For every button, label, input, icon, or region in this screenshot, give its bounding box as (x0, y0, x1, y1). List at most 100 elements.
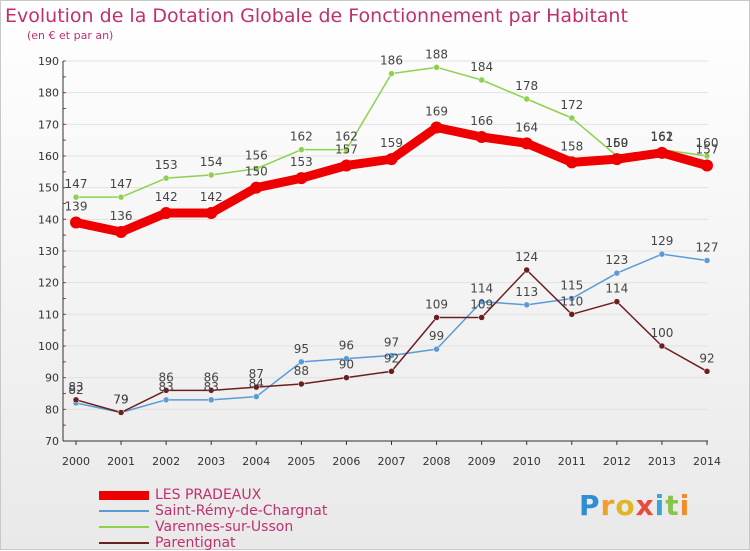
x-tick-label: 2003 (197, 455, 225, 468)
data-label: 166 (470, 114, 493, 128)
data-point (70, 216, 82, 229)
x-tick-label: 2006 (332, 455, 360, 468)
data-label: 153 (290, 155, 313, 169)
data-label: 164 (515, 120, 538, 134)
data-point (520, 137, 533, 150)
data-label: 86 (204, 370, 219, 384)
data-point (565, 156, 578, 169)
x-tick-label: 2005 (287, 455, 315, 468)
data-point (613, 269, 621, 277)
data-label: 114 (605, 282, 628, 296)
x-tick-label: 2002 (152, 455, 180, 468)
data-label: 147 (110, 177, 133, 191)
data-label: 90 (339, 358, 354, 372)
series-line (75, 66, 708, 198)
data-point (207, 396, 215, 404)
data-label: 162 (650, 130, 673, 144)
data-label: 159 (380, 136, 403, 150)
data-label: 109 (470, 298, 493, 312)
y-tick-label: 120 (38, 277, 59, 290)
data-label: 86 (159, 370, 174, 384)
data-label: 84 (249, 377, 264, 391)
data-point (117, 193, 125, 201)
y-tick-label: 100 (38, 340, 59, 353)
data-point (703, 152, 711, 160)
data-point (298, 380, 305, 388)
y-tick-label: 70 (45, 435, 59, 448)
data-label: 156 (245, 149, 268, 163)
legend-swatch (99, 510, 149, 512)
data-point (658, 342, 666, 350)
data-point (343, 374, 350, 381)
data-label: 147 (65, 177, 88, 191)
legend-item-varennes: Varennes-sur-Usson (99, 519, 327, 535)
data-point (298, 146, 305, 153)
data-label: 162 (290, 130, 313, 144)
data-point (388, 368, 395, 375)
data-point (162, 396, 170, 404)
x-tick-label: 2008 (423, 455, 451, 468)
legend-swatch (99, 526, 149, 528)
data-point (658, 250, 666, 258)
x-tick-label: 2004 (242, 455, 270, 468)
data-point (478, 314, 485, 321)
data-point (475, 131, 488, 143)
data-point (523, 95, 530, 103)
x-tick-label: 2014 (693, 455, 721, 468)
data-label: 161 (650, 130, 673, 144)
data-label: 82 (68, 383, 83, 397)
data-point (523, 266, 530, 274)
chart-title: Evolution de la Dotation Globale de Fonc… (5, 5, 628, 27)
data-label: 188 (425, 47, 448, 61)
legend: LES PRADEAUX Saint-Rémy-de-Chargnat Vare… (99, 487, 327, 551)
x-tick-label: 2012 (603, 455, 631, 468)
data-point (478, 298, 485, 305)
y-tick-label: 170 (38, 118, 59, 131)
data-point (613, 298, 621, 305)
legend-swatch (99, 542, 149, 544)
data-label: 124 (515, 250, 538, 264)
legend-label: LES PRADEAUX (155, 487, 262, 503)
y-tick-label: 180 (38, 87, 59, 100)
data-label: 79 (113, 393, 128, 407)
data-label: 115 (560, 279, 583, 293)
data-label: 83 (68, 380, 83, 394)
legend-item-les-pradeaux: LES PRADEAUX (99, 487, 327, 503)
data-label: 158 (560, 139, 583, 153)
data-label: 178 (515, 79, 538, 93)
data-label: 142 (200, 190, 223, 204)
x-tick-label: 2010 (513, 455, 541, 468)
data-point (433, 64, 440, 71)
data-label: 110 (560, 294, 583, 308)
y-tick-label: 140 (38, 213, 59, 226)
data-point (433, 345, 440, 353)
data-point (430, 121, 443, 134)
legend-label: Parentignat (155, 535, 236, 551)
data-point (298, 358, 305, 366)
legend-item-parentignat: Parentignat (99, 535, 327, 551)
data-point (253, 393, 260, 400)
data-label: 99 (429, 329, 444, 343)
y-tick-label: 160 (38, 150, 59, 163)
data-point (568, 295, 576, 302)
data-label: 153 (155, 158, 178, 172)
data-point (343, 146, 350, 153)
y-tick-label: 150 (38, 182, 59, 195)
data-point (162, 174, 170, 182)
data-point (388, 70, 395, 77)
data-label: 157 (696, 143, 719, 157)
data-point (655, 146, 668, 159)
data-label: 83 (159, 380, 174, 394)
data-label: 114 (470, 282, 493, 296)
data-point (343, 355, 350, 362)
data-point (703, 368, 711, 375)
data-label: 160 (605, 136, 628, 150)
data-label: 154 (200, 155, 223, 169)
proxiti-logo: Proxiti (579, 489, 691, 522)
data-label: 83 (204, 380, 219, 394)
data-label: 97 (384, 336, 399, 350)
legend-item-saint-remy: Saint-Rémy-de-Chargnat (99, 503, 327, 519)
data-point (568, 114, 576, 122)
